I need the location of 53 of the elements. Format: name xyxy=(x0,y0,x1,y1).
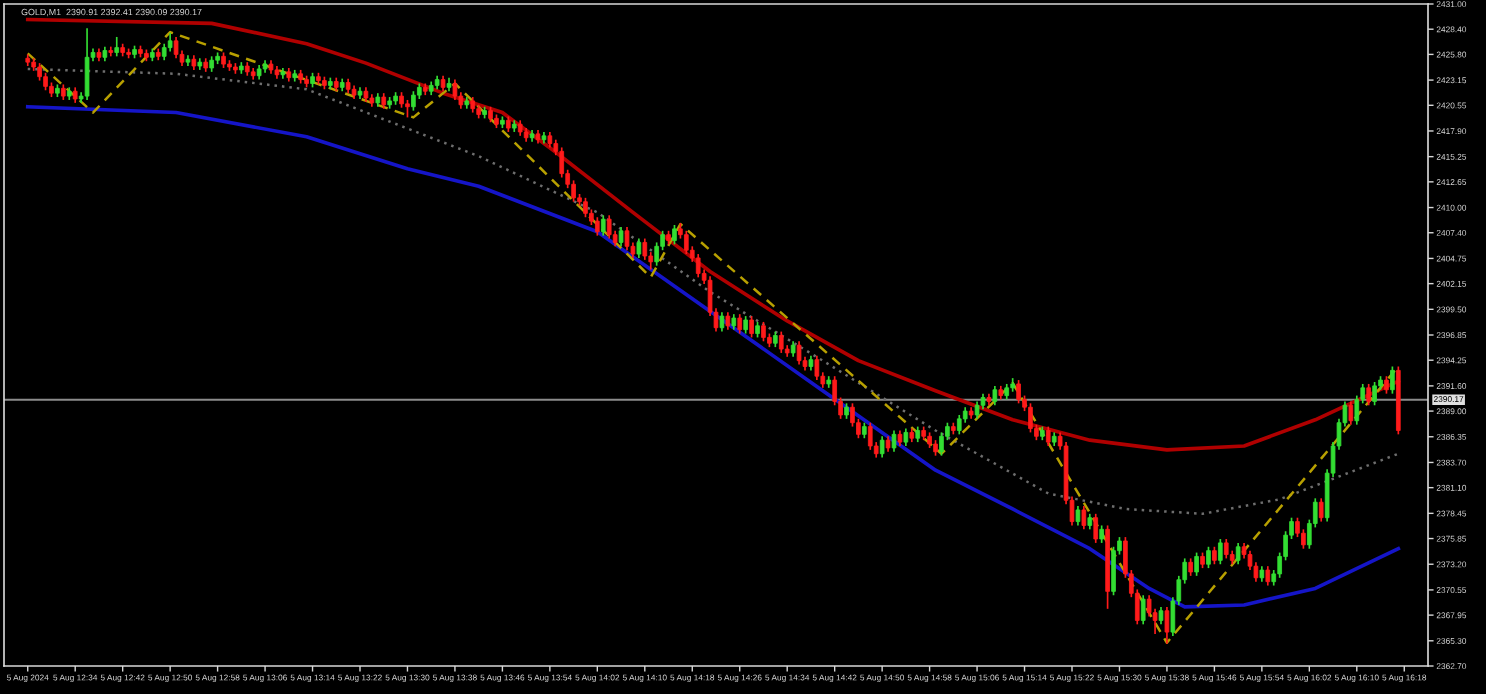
candlestick xyxy=(636,237,642,259)
candlestick xyxy=(618,226,624,248)
candlestick xyxy=(1390,365,1395,395)
candlestick xyxy=(749,315,754,339)
candlestick xyxy=(992,385,998,407)
candlestick xyxy=(1045,425,1051,447)
candlestick xyxy=(956,414,962,436)
candlestick xyxy=(672,224,677,246)
candlestick xyxy=(684,229,689,255)
candlestick xyxy=(891,429,897,453)
candlestick xyxy=(778,330,784,354)
candlestick xyxy=(879,435,885,459)
candlestick xyxy=(1223,538,1229,560)
line-series xyxy=(25,17,1401,452)
line-series xyxy=(26,30,1400,644)
candlestick xyxy=(1028,402,1033,434)
candlestick xyxy=(624,226,630,252)
candlestick xyxy=(719,311,725,333)
line-series xyxy=(26,67,1400,516)
candlestick xyxy=(867,421,873,451)
candlestick xyxy=(796,340,802,366)
candlestick xyxy=(737,313,743,335)
candlestick xyxy=(167,32,173,53)
candlestick xyxy=(1194,551,1199,577)
candlestick xyxy=(600,214,606,237)
candlestick xyxy=(761,321,766,343)
candlestick xyxy=(1235,542,1241,566)
candlestick xyxy=(1348,400,1354,426)
candlestick xyxy=(1206,545,1211,569)
candlestick xyxy=(1318,497,1324,523)
candlestick xyxy=(1093,512,1099,544)
candlestick xyxy=(1218,538,1223,566)
candlestick xyxy=(939,431,944,457)
candlestick xyxy=(695,253,701,279)
candlestick xyxy=(1075,505,1081,527)
candlestick xyxy=(1265,565,1271,587)
candlestick xyxy=(595,216,600,237)
candlestick xyxy=(814,355,820,381)
candlestick xyxy=(583,197,588,219)
candlestick xyxy=(173,36,179,60)
candlestick xyxy=(1016,379,1021,405)
candlestick xyxy=(114,36,120,58)
candlestick xyxy=(1081,505,1087,531)
candlestick xyxy=(1140,594,1146,626)
candlestick xyxy=(411,90,416,112)
line-series xyxy=(25,104,1401,609)
candlestick xyxy=(606,214,612,240)
candlestick xyxy=(1111,545,1116,597)
candlestick xyxy=(1164,606,1170,645)
candlestick xyxy=(452,78,458,101)
candlestick xyxy=(1366,383,1371,407)
candlestick xyxy=(1372,381,1377,407)
candlestick xyxy=(84,27,90,101)
